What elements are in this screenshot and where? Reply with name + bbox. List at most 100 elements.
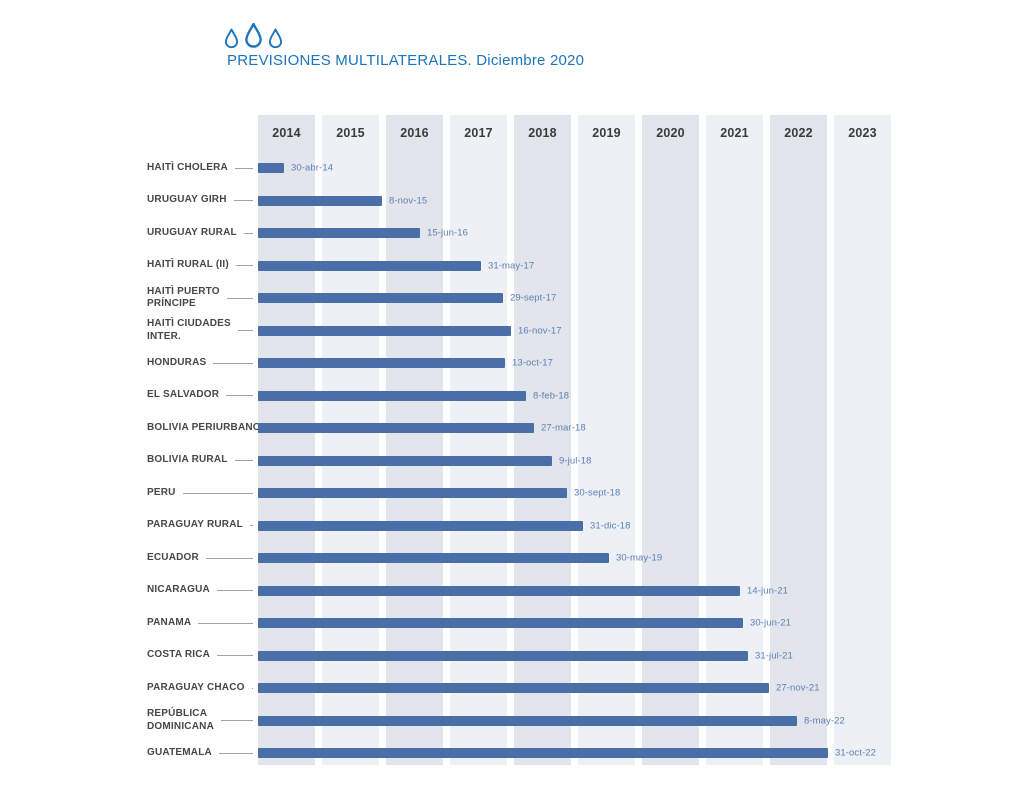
gantt-bar [258, 325, 511, 336]
row-connector-line [205, 557, 253, 559]
gantt-row: REPÚBLICA DOMINICANA 8-may-22 [0, 705, 1030, 737]
bar-date-label: 30-sept-18 [574, 487, 621, 499]
year-tick-label: 2019 [592, 126, 621, 140]
gantt-bar [258, 553, 609, 563]
row-label: HAITÌ RURAL (II) [147, 259, 229, 271]
bar-date-label: 31-may-17 [488, 260, 535, 271]
year-tick-label: 2016 [400, 126, 429, 140]
row-connector-line [216, 590, 253, 591]
row-connector-line [234, 460, 253, 461]
water-drop-icon-large [245, 22, 262, 48]
gantt-bar [258, 195, 382, 206]
gantt-row: PANAMA 30-jun-21 [0, 607, 1030, 639]
gantt-bar [258, 163, 284, 173]
year-tick-label: 2017 [464, 126, 493, 140]
row-label: GUATEMALA [147, 746, 212, 758]
gantt-row: HAITÌ CIUDADES INTER. 16-nov-17 [0, 315, 1030, 347]
gantt-row: BOLIVIA RURAL 9-jul-18 [0, 445, 1030, 477]
row-label: PARAGUAY CHACO [147, 681, 245, 693]
row-label: NICARAGUA [147, 584, 210, 596]
bar-date-label: 30-abr-14 [291, 162, 334, 174]
gantt-row: ECUADOR 30-may-19 [0, 542, 1030, 574]
gantt-row: HAITÌ PUERTO PRÍNCIPE 29-sept-17 [0, 282, 1030, 314]
bar-date-label: 31-jul-21 [755, 650, 793, 661]
gantt-row: PERU 30-sept-18 [0, 477, 1030, 509]
bar-date-label: 31-oct-22 [835, 747, 877, 759]
row-connector-line [217, 655, 253, 656]
row-connector-line [218, 752, 253, 754]
row-connector-line [198, 622, 253, 624]
gantt-bar [258, 228, 420, 238]
row-connector-line [235, 265, 253, 266]
gantt-bar [258, 358, 505, 368]
water-drop-icon-small [224, 28, 239, 49]
gantt-row: NICARAGUA 14-jun-21 [0, 575, 1030, 607]
bar-date-label: 8-may-22 [804, 715, 845, 726]
row-label: HAITÌ CIUDADES INTER. [147, 318, 231, 342]
row-label: BOLIVIA RURAL [147, 454, 228, 466]
row-connector-line [226, 297, 253, 299]
bar-date-label: 27-nov-21 [776, 682, 820, 694]
row-label: URUGUAY GIRH [147, 194, 227, 206]
bar-date-label: 13-oct-17 [512, 357, 554, 369]
gantt-bar [258, 748, 828, 758]
gantt-bar [258, 488, 567, 498]
gantt-row: COSTA RICA 31-jul-21 [0, 640, 1030, 672]
gantt-row: HAITÌ RURAL (II) 31-may-17 [0, 250, 1030, 282]
gantt-row: URUGUAY RURAL 15-jun-16 [0, 217, 1030, 249]
gantt-bar [258, 455, 552, 466]
gantt-bar [258, 390, 526, 401]
gantt-row: HONDURAS 13-oct-17 [0, 347, 1030, 379]
year-tick-label: 2021 [720, 126, 749, 140]
water-drops-icon [224, 22, 283, 49]
water-drop-icon-small [268, 28, 283, 49]
bar-date-label: 8-nov-15 [389, 195, 428, 206]
gantt-bar [258, 293, 503, 303]
row-connector-line [234, 167, 253, 169]
row-label: URUGUAY RURAL [147, 226, 237, 238]
bar-date-label: 27-mar-18 [541, 422, 586, 434]
gantt-row: GUATEMALA 31-oct-22 [0, 737, 1030, 769]
year-tick-label: 2022 [784, 126, 813, 140]
bar-date-label: 15-jun-16 [427, 227, 469, 239]
row-label: EL SALVADOR [147, 389, 220, 401]
gantt-bar [258, 260, 481, 271]
row-label: ECUADOR [147, 551, 199, 563]
row-connector-line [249, 525, 253, 526]
row-connector-line [182, 492, 253, 494]
row-connector-line [237, 330, 253, 331]
row-connector-line [233, 200, 253, 201]
gantt-bar [258, 618, 743, 628]
year-tick-label: 2015 [336, 126, 365, 140]
row-connector-line [243, 232, 253, 234]
row-connector-line [226, 395, 253, 396]
year-column-2022: 2022 [770, 115, 827, 765]
row-label: PERU [147, 486, 176, 498]
gantt-bar [258, 520, 583, 531]
row-label: REPÚBLICA DOMINICANA [147, 708, 214, 732]
gantt-bar [258, 423, 534, 433]
gantt-row: URUGUAY GIRH 8-nov-15 [0, 185, 1030, 217]
gantt-bar [258, 650, 748, 661]
bar-date-label: 30-may-19 [616, 552, 663, 564]
bar-date-label: 14-jun-21 [747, 585, 789, 596]
row-label: PANAMA [147, 616, 192, 628]
row-label: COSTA RICA [147, 649, 211, 661]
row-label: HAITÌ PUERTO PRÍNCIPE [147, 285, 220, 310]
year-tick-label: 2020 [656, 126, 685, 140]
year-tick-label: 2018 [528, 126, 557, 140]
bar-date-label: 8-feb-18 [533, 390, 570, 401]
row-label: BOLIVIA PERIURBANO [147, 421, 261, 433]
bar-date-label: 31-dic-18 [590, 520, 631, 531]
row-connector-line [213, 362, 253, 364]
page-title: PREVISIONES MULTILATERALES. Diciembre 20… [227, 52, 585, 69]
bar-date-label: 9-jul-18 [559, 455, 592, 466]
year-tick-label: 2014 [272, 126, 301, 140]
gantt-row: PARAGUAY RURAL 31-dic-18 [0, 510, 1030, 542]
bar-date-label: 16-nov-17 [518, 325, 562, 336]
row-label: HONDURAS [147, 356, 207, 368]
gantt-row: BOLIVIA PERIURBANO 27-mar-18 [0, 412, 1030, 444]
gantt-bar [258, 683, 769, 693]
row-connector-line [251, 687, 253, 689]
